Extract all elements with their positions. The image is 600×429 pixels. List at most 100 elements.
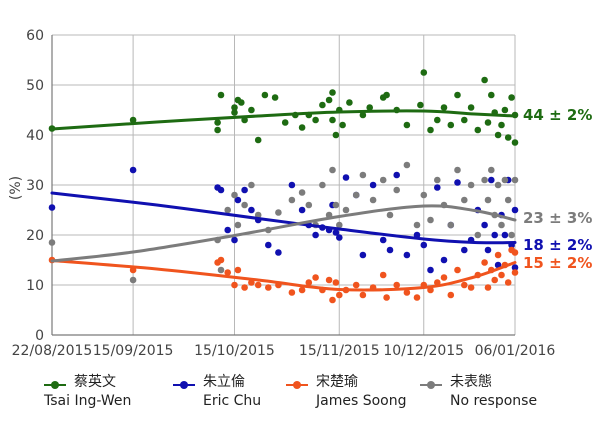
point-tsai [312,116,319,124]
legend: 蔡英文 Tsai Ing-Wen 朱立倫 Eric Chu 宋楚瑜 James Soo… [0,373,600,423]
point-soong [484,284,492,291]
point-no-response [481,176,488,184]
legend-label-zh: 朱立倫 [203,374,245,390]
point-tsai [129,116,137,124]
point-chu [386,246,394,254]
point-chu [488,176,495,184]
point-no-response [332,201,340,209]
point-no-response [508,231,515,239]
point-soong [217,256,225,264]
point-tsai [281,119,289,126]
point-soong [498,271,505,279]
point-no-response [403,161,411,169]
legend-label-zh: 蔡英文 [74,374,116,390]
point-no-response [434,176,441,184]
point-soong [379,271,387,279]
point-tsai [261,91,269,99]
point-no-response [474,231,482,239]
point-chu [440,256,448,264]
point-chu [511,264,519,271]
point-no-response [48,239,56,246]
point-soong [511,249,519,256]
point-soong [511,269,519,276]
legend-dot-no-response [427,381,435,389]
point-soong [312,274,319,281]
point-no-response [342,206,350,214]
plot-area [48,69,519,304]
point-tsai [447,121,455,129]
point-soong [254,281,262,289]
point-chu [369,181,377,189]
point-soong [413,294,421,301]
point-chu [336,234,343,241]
point-tsai [383,91,390,99]
point-chu [427,266,434,274]
point-no-response [336,221,343,229]
point-no-response [217,266,225,274]
y-tick-label: 10 [26,278,44,294]
point-no-response [275,209,282,216]
point-no-response [129,276,137,284]
point-no-response [305,201,313,209]
point-soong [504,279,512,286]
point-soong [393,281,401,289]
point-soong [234,266,242,274]
point-soong [461,281,468,289]
point-tsai [474,126,482,134]
point-no-response [488,166,495,174]
point-tsai [329,116,336,124]
point-tsai [271,94,279,101]
point-soong [265,284,272,291]
end-label-soong: 15 ± 2% [523,254,592,272]
point-no-response [369,196,377,204]
point-chu [461,246,468,254]
point-soong [224,269,231,276]
y-tick-label: 50 [26,78,44,94]
x-tick-label: 06/01/2016 [475,343,556,359]
point-tsai [484,119,492,126]
point-chu [241,186,248,194]
point-tsai [461,116,468,124]
legend-label-zh: 未表態 [450,374,492,390]
point-soong [325,276,333,284]
end-label-chu: 18 ± 2% [523,236,592,254]
point-tsai [339,121,346,129]
legend-label-zh: 宋楚瑜 [316,374,358,390]
point-no-response [494,181,502,189]
point-soong [491,276,499,284]
point-no-response [224,206,231,214]
point-chu [420,241,428,249]
end-labels: 44 ± 2% 18 ± 2%15 ± 2% 23 ± 3% [523,106,592,272]
point-soong [332,279,340,286]
x-tick-label: 15/10/2015 [194,343,275,359]
point-chu [511,206,519,214]
point-chu [454,179,461,186]
point-chu [359,251,367,259]
point-chu [393,171,401,179]
point-tsai [427,126,434,134]
legend-dot-chu [180,381,188,389]
point-tsai [417,101,424,109]
point-tsai [231,104,238,111]
point-soong [403,289,411,296]
x-tick-label: 15/11/2015 [299,343,380,359]
point-no-response [241,201,248,209]
point-soong [447,291,455,299]
point-tsai [420,69,428,76]
point-no-response [498,221,505,229]
legend-swatch-chu [173,381,195,389]
legend-swatch-soong [286,381,308,389]
legend-dot-soong [293,381,301,389]
point-no-response [427,216,434,224]
point-no-response [298,189,306,196]
point-tsai [488,91,495,99]
point-soong [359,291,367,299]
point-no-response [386,211,394,219]
point-tsai [454,91,461,99]
end-label-tsai: 44 ± 2% [523,106,592,124]
point-chu [434,184,441,191]
legend-label-en: Eric Chu [203,393,262,409]
trend-line-tsai [50,109,517,131]
point-soong [329,296,336,304]
point-tsai [231,109,238,116]
